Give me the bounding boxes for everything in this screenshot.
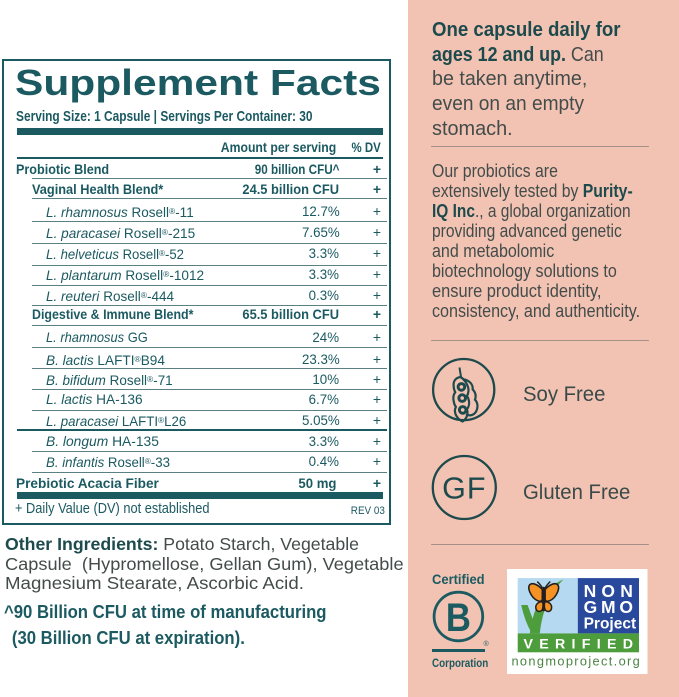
svg-text:GF: GF xyxy=(442,471,486,505)
svg-text:B: B xyxy=(446,596,471,640)
svg-text:Project: Project xyxy=(584,615,637,632)
svg-text:VERIFIED: VERIFIED xyxy=(523,636,639,652)
svg-text:NON: NON xyxy=(584,580,639,600)
svg-text:nongmoproject.org: nongmoproject.org xyxy=(511,653,641,668)
svg-text:GMO: GMO xyxy=(584,597,637,617)
